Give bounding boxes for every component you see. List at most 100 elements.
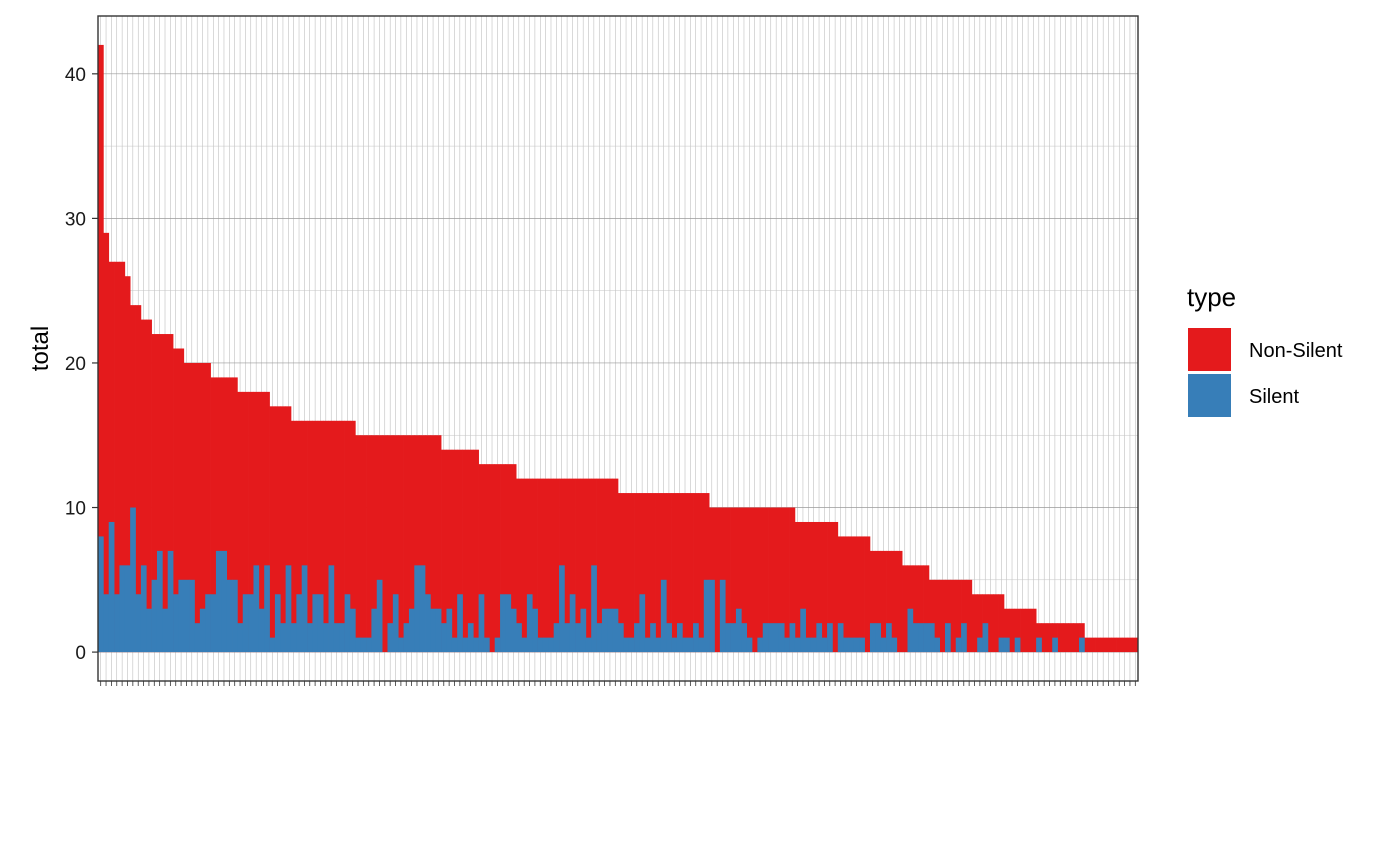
bar-non-silent [891,550,898,653]
bar-silent [886,623,892,653]
bar-silent [296,594,303,653]
bar-silent [591,565,597,653]
bar-non-silent [114,261,120,653]
legend-key-silent [1188,374,1231,417]
bar-silent [821,637,828,653]
bar-silent [827,623,833,653]
bar-non-silent [548,478,555,653]
bar-silent [135,594,142,653]
bar-silent [505,594,512,653]
bar-silent [778,623,785,653]
bar-non-silent [414,435,420,653]
legend: type Non-Silent Silent [1187,282,1343,417]
bar-non-silent [108,261,115,653]
bar-silent [167,550,174,653]
bar-non-silent [977,594,983,653]
bar-silent [639,594,646,653]
bar-non-silent [269,406,276,653]
bar-non-silent [248,391,254,653]
bar-silent [816,623,823,653]
bar-non-silent [837,536,844,653]
bar-silent [725,623,731,653]
bar-silent [585,637,592,653]
bar-silent [955,637,962,653]
bar-non-silent [103,232,110,653]
bar-non-silent [832,521,839,653]
bar-non-silent [441,449,447,653]
bar-silent [371,608,378,653]
bar-non-silent [746,507,753,653]
bar-non-silent [542,478,549,653]
bar-silent [746,637,753,653]
bar-silent [768,623,774,653]
bar-non-silent [698,493,705,653]
bar-non-silent [650,493,656,653]
bar-non-silent [403,435,410,653]
bar-silent [596,623,603,653]
bar-non-silent [1121,637,1128,653]
bar-silent [521,637,528,653]
bar-non-silent [505,464,512,653]
bar-non-silent [119,261,126,653]
bar-silent [467,623,474,653]
bar-silent [376,579,383,653]
bar-silent [349,608,356,653]
bar-silent [875,623,882,653]
bar-silent [945,623,951,653]
bar-non-silent [730,507,737,653]
bar-non-silent [1062,623,1069,653]
bar-non-silent [1057,623,1064,653]
y-tick-label: 10 [65,499,86,520]
bar-non-silent [998,594,1005,653]
bar-silent [248,594,254,653]
bar-silent [709,579,715,653]
bar-silent [928,623,935,653]
bar-non-silent [178,348,185,653]
bar-non-silent [993,594,999,653]
bar-silent [360,637,367,653]
bar-silent [242,594,249,653]
bar-non-silent [537,478,544,653]
bar-non-silent [408,435,415,653]
bar-non-silent [221,377,228,653]
bar-silent [344,594,351,653]
bar-silent [189,579,195,653]
bar-non-silent [1132,637,1139,653]
bar-silent [103,594,110,653]
bar-silent [601,608,608,653]
bar-non-silent [1052,623,1058,653]
bar-non-silent [735,507,742,653]
bar-non-silent [660,493,667,653]
bar-non-silent [532,478,538,653]
bar-non-silent [923,565,930,653]
bar-non-silent [290,420,297,653]
bar-silent [392,594,399,653]
bar-silent [537,637,544,653]
bar-non-silent [425,435,431,653]
bar-silent [419,565,426,653]
bar-silent [173,594,179,653]
bar-silent [290,623,297,653]
bar-silent [210,594,217,653]
bar-non-silent [778,507,785,653]
bar-non-silent [323,420,329,653]
bar-silent [151,579,158,653]
bar-non-silent [1105,637,1112,653]
bar-non-silent [1100,637,1107,653]
legend-label: Silent [1249,386,1299,408]
bar-silent [853,637,860,653]
bar-silent [323,623,329,653]
bar-non-silent [902,565,908,653]
bar-non-silent [167,334,174,653]
bar-non-silent [280,406,286,653]
bar-silent [982,623,989,653]
bar-silent [414,565,420,653]
bar-non-silent [162,334,169,653]
bar-non-silent [827,521,833,653]
bar-silent [258,608,265,653]
bar-silent [98,536,104,653]
bar-non-silent [805,521,812,653]
bar-non-silent [339,420,345,653]
bar-silent [612,608,619,653]
bar-non-silent [575,478,581,653]
